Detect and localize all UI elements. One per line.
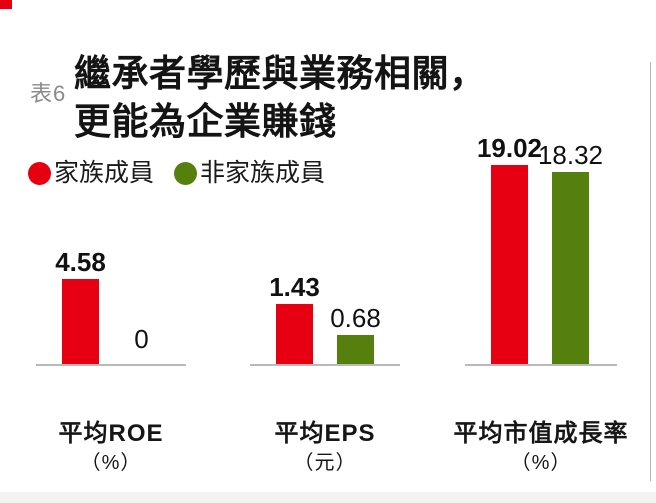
category-label-3: 平均市值成長率 （%） bbox=[411, 419, 656, 477]
right-border-line bbox=[650, 62, 651, 481]
legend-item-non-family: 非家族成員 bbox=[174, 160, 325, 186]
table-tag: 表6 bbox=[30, 81, 67, 106]
value-label-non-family-3: 18.32 bbox=[537, 140, 604, 170]
chart-group-2: 1.43 0.68 bbox=[250, 140, 400, 366]
chart-group-1: 4.58 0 bbox=[36, 140, 186, 366]
value-label-family-3: 19.02 bbox=[476, 133, 543, 163]
bar-non-family-2 bbox=[337, 335, 374, 364]
category-name: 平均市值成長率 bbox=[453, 420, 629, 447]
category-label-1: 平均ROE （%） bbox=[0, 419, 241, 477]
legend: 家族成員 非家族成員 bbox=[28, 160, 325, 186]
chart-group-3: 19.02 18.32 bbox=[465, 134, 617, 366]
value-label-family-1: 4.58 bbox=[55, 247, 106, 277]
legend-label-family: 家族成員 bbox=[54, 159, 155, 187]
chart-title: 繼承者學歷與業務相關， 更能為企業賺錢 bbox=[74, 50, 487, 146]
bar-family-3 bbox=[491, 165, 528, 364]
legend-swatch-non-family bbox=[174, 161, 198, 185]
category-unit: （元） bbox=[293, 452, 357, 474]
category-name: 平均EPS bbox=[274, 420, 376, 447]
category-name: 平均ROE bbox=[58, 420, 164, 447]
legend-swatch-family bbox=[28, 161, 51, 185]
legend-item-family: 家族成員 bbox=[28, 160, 154, 186]
legend-label-non-family: 非家族成員 bbox=[200, 159, 326, 187]
bottom-strip bbox=[0, 492, 656, 503]
value-label-non-family-1: 0 bbox=[134, 324, 149, 354]
category-unit: （%） bbox=[510, 452, 572, 474]
corner-red-mark bbox=[0, 0, 12, 9]
category-unit: （%） bbox=[80, 452, 142, 474]
bar-family-1 bbox=[62, 279, 99, 364]
chart-title-line-2: 更能為企業賺錢 bbox=[74, 101, 337, 142]
bar-family-2 bbox=[276, 304, 313, 364]
category-label-2: 平均EPS （元） bbox=[195, 419, 455, 477]
bar-non-family-3 bbox=[552, 172, 589, 364]
value-label-non-family-2: 0.68 bbox=[330, 303, 381, 333]
chart-title-line-1: 繼承者學歷與業務相關， bbox=[74, 53, 487, 94]
value-label-family-2: 1.43 bbox=[269, 272, 320, 302]
